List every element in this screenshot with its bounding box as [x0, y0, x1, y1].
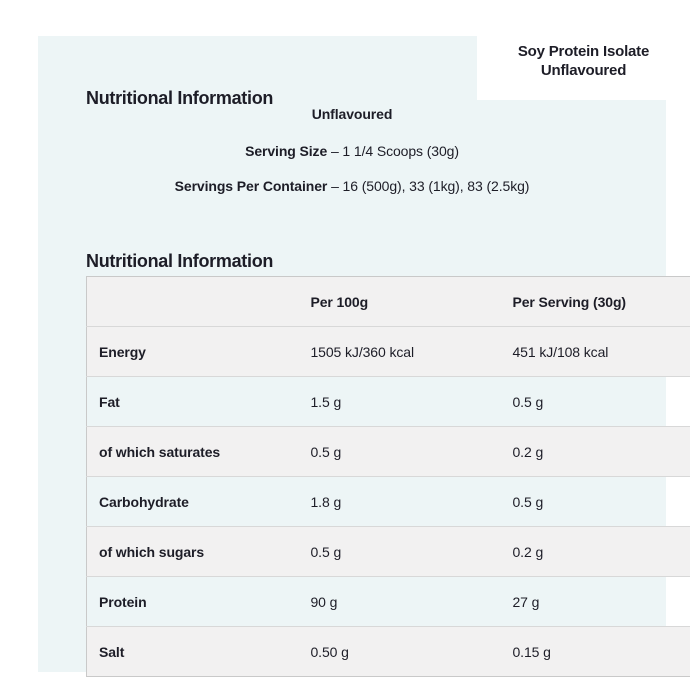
table-title: Nutritional Information	[86, 251, 274, 271]
value-per-100g: 0.5 g	[310, 543, 342, 560]
table-row: Salt 0.50 g 0.15 g	[86, 626, 690, 677]
product-name-line2: Unflavoured	[540, 62, 627, 79]
product-label-box: Soy Protein Isolate Unflavoured	[477, 0, 690, 100]
table-row: Protein 90 g 27 g	[86, 576, 690, 627]
value-per-serving: 0.5 g	[512, 393, 544, 410]
serving-size-line: Serving Size – 1 1/4 Scoops (30g)	[38, 143, 666, 159]
table-row: of which saturates 0.5 g 0.2 g	[86, 426, 690, 477]
row-label: Carbohydrate	[99, 493, 189, 510]
nutrition-table: Per 100g Per Serving (30g) Energy 1505 k…	[86, 276, 690, 677]
table-row: Energy 1505 kJ/360 kcal 451 kJ/108 kcal	[86, 326, 690, 377]
row-label: Salt	[99, 643, 125, 660]
row-label: Energy	[99, 343, 146, 360]
value-per-100g: 1.8 g	[310, 493, 342, 510]
column-header-empty	[87, 277, 299, 327]
serving-size-value: – 1 1/4 Scoops (30g)	[330, 143, 459, 159]
table-row: Fat 1.5 g 0.5 g	[86, 376, 690, 427]
value-per-serving: 0.2 g	[512, 443, 544, 460]
row-label: Protein	[99, 593, 147, 610]
servings-per-container-line: Servings Per Container – 16 (500g), 33 (…	[38, 178, 666, 194]
value-per-serving: 27 g	[512, 593, 540, 610]
column-header-per-100g: Per 100g	[310, 293, 369, 310]
serving-size-label: Serving Size	[245, 143, 328, 159]
value-per-100g: 0.5 g	[310, 443, 342, 460]
table-header-row: Per 100g Per Serving (30g)	[86, 276, 690, 327]
servings-per-container-value: – 16 (500g), 33 (1kg), 83 (2.5kg)	[331, 178, 530, 194]
product-name-line1: Soy Protein Isolate	[517, 43, 650, 60]
row-label: Fat	[99, 393, 120, 410]
table-row: Carbohydrate 1.8 g 0.5 g	[86, 476, 690, 527]
value-per-100g: 1.5 g	[310, 393, 342, 410]
value-per-serving: 0.5 g	[512, 493, 544, 510]
table-row: of which sugars 0.5 g 0.2 g	[86, 526, 690, 577]
value-per-serving: 0.2 g	[512, 543, 544, 560]
value-per-100g: 0.50 g	[310, 643, 349, 660]
value-per-100g: 90 g	[310, 593, 338, 610]
servings-per-container-label: Servings Per Container	[174, 178, 328, 194]
value-per-serving: 0.15 g	[512, 643, 551, 660]
row-label: of which saturates	[99, 443, 221, 460]
column-header-per-serving: Per Serving (30g)	[512, 293, 627, 310]
nutrition-card: Nutritional Information Unflavoured Serv…	[38, 36, 690, 677]
value-per-100g: 1505 kJ/360 kcal	[310, 343, 415, 360]
row-label: of which sugars	[99, 543, 205, 560]
page-title: Nutritional Information	[86, 88, 274, 108]
flavour-name: Unflavoured	[311, 106, 393, 122]
value-per-serving: 451 kJ/108 kcal	[512, 343, 609, 360]
